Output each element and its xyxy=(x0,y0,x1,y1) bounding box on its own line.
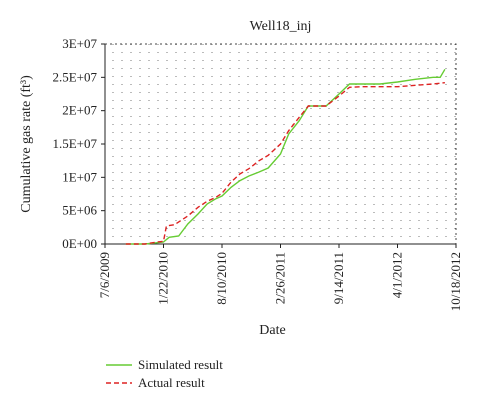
x-tick-label: 8/10/2010 xyxy=(214,252,229,305)
y-tick-label: 3E+07 xyxy=(62,36,97,51)
x-tick-label: 4/1/2012 xyxy=(390,252,405,298)
y-tick-label: 2E+07 xyxy=(62,103,97,118)
y-tick-label: 5E+06 xyxy=(62,203,97,218)
x-tick-label: 10/18/2012 xyxy=(448,252,463,311)
legend-label: Actual result xyxy=(138,375,205,390)
legend: Simulated result Actual result xyxy=(106,357,223,390)
y-axis-ticks: 0E+00 5E+06 1E+07 1.5E+07 2E+07 2.5E+07 3E+07 xyxy=(52,36,105,251)
y-axis-label: Cumulative gas rate (ft³) xyxy=(19,75,34,213)
x-axis-label: Date xyxy=(259,323,285,338)
series-line-simulated-result xyxy=(125,68,446,245)
y-tick-label: 1.5E+07 xyxy=(52,136,97,151)
y-tick-label: 1E+07 xyxy=(62,169,97,184)
x-tick-label: 7/6/2009 xyxy=(97,252,112,298)
series-lines xyxy=(125,68,446,245)
x-tick-label: 9/14/2011 xyxy=(331,252,346,304)
chart-title: Well18_inj xyxy=(250,19,312,34)
x-tick-label: 1/22/2010 xyxy=(156,252,171,305)
series-line-actual-result xyxy=(125,82,445,245)
legend-label: Simulated result xyxy=(138,357,223,372)
x-tick-label: 2/26/2011 xyxy=(273,252,288,304)
x-axis-ticks: 7/6/2009 1/22/2010 8/10/2010 2/26/2011 9/14/… xyxy=(97,244,463,311)
y-tick-label: 2.5E+07 xyxy=(52,69,97,84)
y-tick-label: 0E+00 xyxy=(62,236,97,251)
